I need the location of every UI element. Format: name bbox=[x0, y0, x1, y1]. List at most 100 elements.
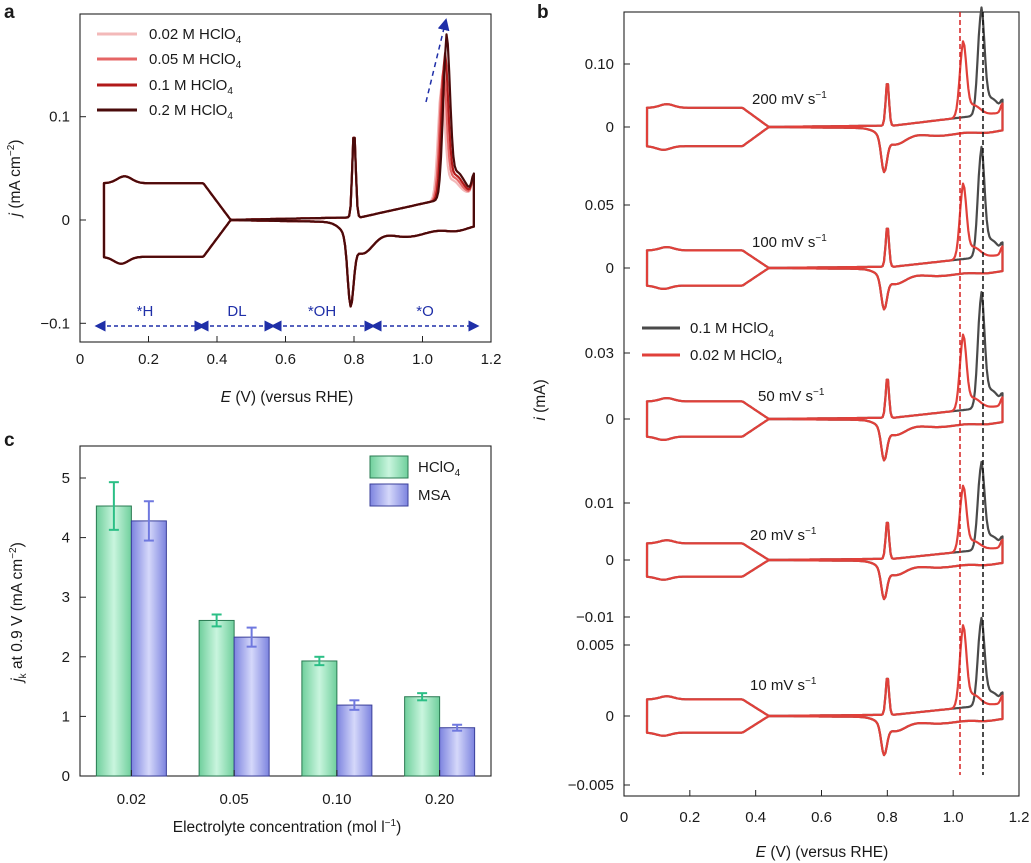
scan-label-200: 200 mV s−1 bbox=[752, 90, 827, 108]
panel-b-x-tick-label: 0.4 bbox=[745, 809, 766, 826]
panel-b-x-tick-label: 0 bbox=[620, 809, 628, 826]
panel-c-x-tick-label: 0.05 bbox=[220, 791, 249, 808]
panel-b-y-tick-label: −0.01 bbox=[576, 609, 614, 626]
region-label-o: *O bbox=[416, 303, 434, 320]
panel-c-legend: HClO4 MSA bbox=[369, 455, 461, 507]
panel-a-frame bbox=[79, 13, 492, 343]
bar-msa bbox=[439, 727, 476, 777]
panel-c: c 0 1 2 3 4 5 0.02 0.05 0.10 0.20 HClO4 MSA Elec… bbox=[4, 430, 492, 836]
panel-b-y-tick-label: 0 bbox=[606, 708, 614, 725]
panel-b-y-tick-label: 0 bbox=[606, 411, 614, 428]
bar-hclo4 bbox=[404, 696, 441, 777]
legend-b-label-1: 0.1 M HClO4 bbox=[690, 320, 774, 340]
panel-b-series-line-black bbox=[645, 616, 1004, 757]
panel-c-y-tick-label: 1 bbox=[62, 708, 70, 725]
panel-b-y-tick-label: −0.005 bbox=[568, 777, 614, 794]
legend-c-swatch-hclo4 bbox=[369, 455, 409, 479]
panel-a-y-tick-label: 0 bbox=[62, 212, 70, 229]
panel-b-y-label: i (mA) bbox=[532, 379, 549, 420]
panel-b-y-ticks: 0.10 0 0.05 0 0.03 0 0.01 0 −0.01 0.005 0 −0.005 bbox=[568, 56, 630, 794]
panel-b-y-tick-label: 0.05 bbox=[585, 197, 614, 214]
panel-b-label: b bbox=[537, 2, 549, 23]
panel-b-curves bbox=[645, 6, 1004, 757]
panel-a-curves bbox=[102, 33, 475, 308]
panel-c-bars bbox=[95, 481, 476, 777]
panel-b: b 0 0.2 0.4 0.6 0.8 1.0 1.2 0.10 0 0.05 0 0.03 0 0.0… bbox=[532, 2, 1029, 861]
panel-a-y-label: j (mA cm−2) bbox=[6, 140, 24, 219]
panel-c-x-label: Electrolyte concentration (mol l−1) bbox=[173, 818, 402, 836]
panel-c-y-tick-label: 5 bbox=[62, 470, 70, 487]
panel-b-series-line-red bbox=[645, 182, 1004, 311]
panel-c-y-tick-label: 4 bbox=[62, 530, 70, 547]
panel-a-label: a bbox=[4, 2, 15, 23]
panel-c-label: c bbox=[4, 430, 15, 451]
panel-a-y-ticks: −0.1 0 0.1 bbox=[40, 109, 86, 332]
panel-a-legend: 0.02 M HClO4 0.05 M HClO4 0.1 M HClO4 0.… bbox=[97, 26, 242, 122]
bar-hclo4 bbox=[95, 505, 132, 777]
panel-b-x-tick-label: 0.8 bbox=[877, 809, 898, 826]
bar-hclo4 bbox=[301, 660, 338, 777]
panel-a-y-tick-label: 0.1 bbox=[49, 109, 70, 126]
panel-b-y-tick-label: 0.005 bbox=[576, 637, 614, 654]
panel-a-x-tick-label: 0.6 bbox=[275, 351, 296, 368]
scan-label-100: 100 mV s−1 bbox=[752, 233, 827, 251]
panel-b-series-line-red bbox=[645, 484, 1004, 601]
panel-b-x-tick-label: 0.2 bbox=[679, 809, 700, 826]
panel-c-x-ticks: 0.02 0.05 0.10 0.20 bbox=[117, 770, 454, 808]
panel-b-y-tick-label: 0 bbox=[606, 119, 614, 136]
bar-hclo4 bbox=[198, 619, 235, 777]
panel-a: a 0 0.2 0.4 0.6 0.8 1.0 1.2 −0.1 0 0.1 *H DL *OH… bbox=[4, 2, 501, 406]
legend-c-label-msa: MSA bbox=[418, 487, 451, 504]
bar-msa bbox=[336, 704, 373, 777]
panel-c-y-tick-label: 3 bbox=[62, 589, 70, 606]
panel-c-x-tick-label: 0.10 bbox=[322, 791, 351, 808]
panel-b-y-tick-label: 0 bbox=[606, 552, 614, 569]
panel-a-series-line bbox=[102, 33, 475, 308]
panel-b-x-tick-label: 1.2 bbox=[1009, 809, 1030, 826]
panel-c-x-tick-label: 0.02 bbox=[117, 791, 146, 808]
panel-a-trend-arrow bbox=[425, 18, 450, 103]
panel-b-y-tick-label: 0.03 bbox=[585, 345, 614, 362]
panel-c-x-tick-label: 0.20 bbox=[425, 791, 454, 808]
panel-c-y-label: jk at 0.9 V (mA cm−2) bbox=[8, 542, 29, 684]
region-label-oh: *OH bbox=[308, 303, 336, 320]
legend-a-label-2: 0.05 M HClO4 bbox=[149, 51, 242, 71]
panel-b-y-tick-label: 0.10 bbox=[585, 56, 614, 73]
legend-a-label-1: 0.02 M HClO4 bbox=[149, 26, 242, 46]
panel-b-y-tick-label: 0.01 bbox=[585, 495, 614, 512]
panel-a-x-tick-label: 0.4 bbox=[207, 351, 228, 368]
scan-label-50: 50 mV s−1 bbox=[758, 387, 825, 405]
panel-c-y-tick-label: 0 bbox=[62, 768, 70, 785]
panel-b-series-line-black bbox=[645, 291, 1004, 462]
panel-a-series-line bbox=[102, 85, 475, 308]
panel-b-x-tick-label: 1.0 bbox=[943, 809, 964, 826]
panel-b-series-line-red bbox=[645, 333, 1004, 462]
panel-a-x-tick-label: 0.8 bbox=[344, 351, 365, 368]
panel-a-x-tick-label: 1.2 bbox=[481, 351, 502, 368]
scan-label-20: 20 mV s−1 bbox=[750, 526, 817, 544]
panel-a-x-label: E (V) (versus RHE) bbox=[221, 389, 354, 406]
panel-b-series-line-red bbox=[645, 40, 1004, 174]
panel-b-scan-labels: 200 mV s−1 100 mV s−1 50 mV s−1 20 mV s−… bbox=[750, 90, 827, 694]
panel-b-y-tick-label: 0 bbox=[606, 260, 614, 277]
panel-a-x-tick-label: 0 bbox=[76, 351, 84, 368]
bar-msa bbox=[233, 636, 270, 777]
panel-b-x-tick-label: 0.6 bbox=[811, 809, 832, 826]
legend-a-label-3: 0.1 M HClO4 bbox=[149, 77, 233, 97]
panel-a-x-tick-label: 1.0 bbox=[412, 351, 433, 368]
panel-a-x-ticks: 0 0.2 0.4 0.6 0.8 1.0 1.2 bbox=[76, 336, 502, 368]
scan-label-10: 10 mV s−1 bbox=[750, 676, 817, 694]
legend-c-swatch-msa bbox=[369, 483, 409, 507]
legend-c-label-hclo4: HClO4 bbox=[418, 459, 461, 479]
bar-msa bbox=[130, 520, 167, 777]
panel-b-series-line-black bbox=[645, 460, 1004, 601]
region-label-dl: DL bbox=[227, 303, 246, 320]
panel-c-frame bbox=[79, 445, 492, 777]
panel-a-x-tick-label: 0.2 bbox=[138, 351, 159, 368]
panel-c-y-tick-label: 2 bbox=[62, 649, 70, 666]
panel-b-legend: 0.1 M HClO4 0.02 M HClO4 bbox=[642, 320, 783, 367]
region-label-h: *H bbox=[137, 303, 154, 320]
panel-a-y-tick-label: −0.1 bbox=[40, 315, 70, 332]
legend-a-label-4: 0.2 M HClO4 bbox=[149, 102, 233, 122]
